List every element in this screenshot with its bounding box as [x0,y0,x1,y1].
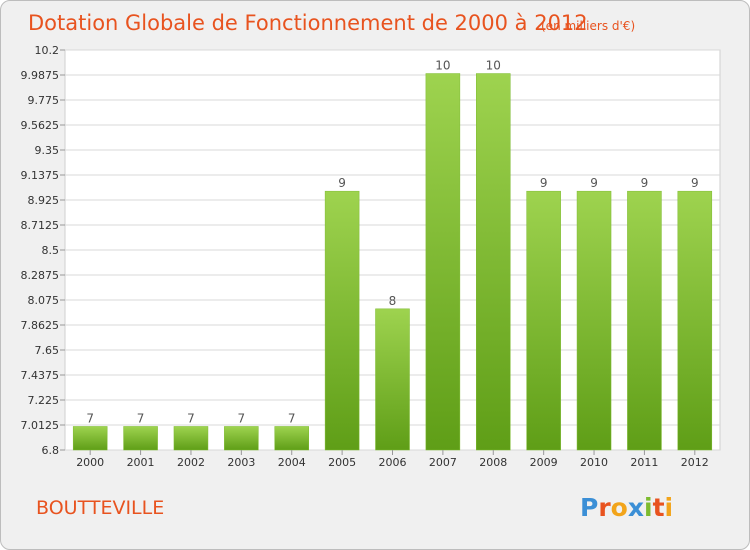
x-tick-label-2005: 2005 [328,456,356,469]
bar-2003 [224,426,259,451]
x-tick-label-2010: 2010 [580,456,608,469]
data-label-2010: 9 [590,176,598,190]
x-tick-label-2000: 2000 [76,456,104,469]
data-label-2002: 7 [187,411,195,425]
data-labels: 7 7 7 7 7 9 8 10 10 9 9 9 9 [86,59,698,426]
bar-2000 [72,426,108,451]
x-tick-label-2004: 2004 [278,456,306,469]
y-tick-label: 9.775 [28,94,60,107]
logo-letter: x [628,493,644,522]
data-label-2003: 7 [238,411,246,425]
x-tick-label-2007: 2007 [429,456,457,469]
y-tick-label: 8.7125 [21,219,60,232]
chart-title: Dotation Globale de Fonctionnement de 20… [28,11,588,35]
x-tick-label-2008: 2008 [479,456,507,469]
x-tick-label-2011: 2011 [630,456,658,469]
bar-2011 [627,190,662,451]
y-tick-label: 8.2875 [21,269,60,282]
logo-letter: r [598,493,611,522]
data-label-2005: 9 [338,176,346,190]
y-tick-label: 8.075 [28,294,60,307]
x-tick-label-2001: 2001 [127,456,155,469]
data-label-2006: 8 [389,294,397,308]
y-tick-label: 9.35 [35,144,60,157]
y-tick-label: 7.225 [28,394,60,407]
data-label-2008: 10 [486,59,501,73]
bar-2007 [425,73,461,451]
x-axis-ticks: 2000 2001 2002 2003 2004 2005 2006 2007 2008 2009… [76,450,709,469]
x-tick-label-2002: 2002 [177,456,205,469]
y-tick-label: 7.4375 [21,369,60,382]
y-tick-label: 7.8625 [21,319,60,332]
bar-2010 [576,190,612,451]
x-tick-label-2006: 2006 [379,456,407,469]
y-tick-label: 8.5 [42,244,60,257]
data-label-2009: 9 [540,176,548,190]
bar-2006 [375,308,410,451]
bar-2001 [123,426,158,451]
x-tick-label-2012: 2012 [681,456,709,469]
proxiti-logo: Proxiti [580,493,673,522]
y-axis-ticks: 6.8 7.0125 7.225 7.4375 7.65 7.8625 8.075 8.287… [21,44,65,457]
bar-2012 [677,190,713,451]
bar-2004 [274,426,309,451]
y-tick-label: 8.925 [28,194,60,207]
logo-letter: o [611,493,628,522]
chart-subtitle: (en milliers d'€) [541,19,635,33]
bar-2005 [324,190,360,451]
x-tick-label-2009: 2009 [530,456,558,469]
logo-letter: i [644,493,653,522]
data-label-2011: 9 [641,176,649,190]
location-name: BOUTTEVILLE [36,497,164,519]
bar-2008 [476,73,511,451]
data-label-2001: 7 [137,411,145,425]
logo-letter: P [580,493,598,522]
data-label-2007: 10 [435,59,450,73]
y-tick-label: 9.9875 [21,69,60,82]
y-tick-label: 9.1375 [21,169,60,182]
logo-letter: t [653,493,665,522]
logo-letter: i [665,493,674,522]
bars [72,73,713,451]
bar-2002 [173,426,209,451]
x-tick-label-2003: 2003 [227,456,255,469]
y-tick-label: 10.2 [35,44,60,57]
y-tick-label: 9.5625 [21,119,60,132]
y-tick-label: 6.8 [42,444,60,457]
data-label-2000: 7 [86,411,94,425]
bar-2009 [526,190,561,451]
data-label-2004: 7 [288,411,296,425]
y-tick-label: 7.65 [35,344,60,357]
y-tick-label: 7.0125 [21,419,60,432]
data-label-2012: 9 [691,176,699,190]
